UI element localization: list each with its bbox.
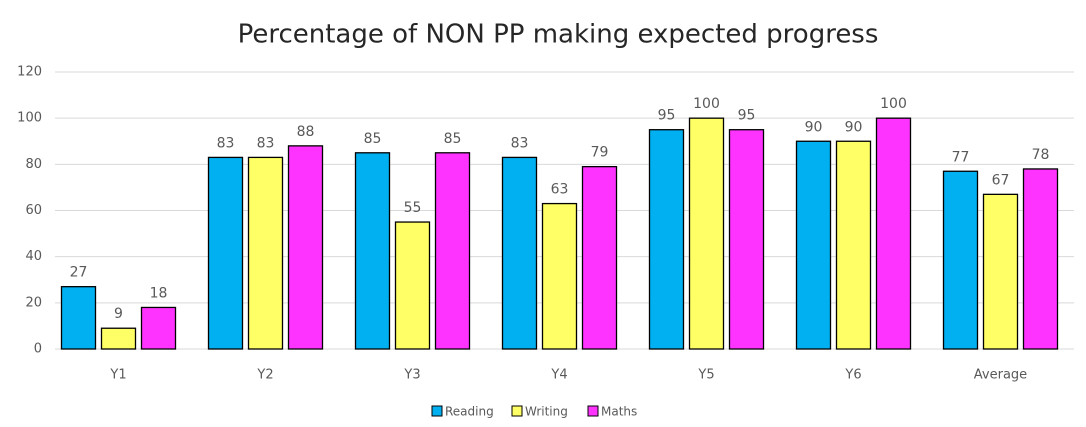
bar: [287, 145, 324, 350]
bar: [982, 193, 1019, 350]
data-label: 83: [217, 135, 235, 151]
data-label: 9: [114, 306, 123, 322]
bar: [875, 117, 912, 350]
x-tick-label: Y6: [844, 368, 861, 383]
data-label: 67: [992, 172, 1010, 188]
bar: [100, 327, 137, 350]
bar: [541, 202, 578, 350]
bar: [648, 129, 685, 350]
legend-swatch: [587, 405, 599, 417]
data-label: 83: [511, 135, 529, 151]
data-label: 18: [150, 285, 168, 301]
data-label: 95: [658, 108, 676, 124]
y-tick-label: 20: [25, 295, 42, 310]
y-tick-label: 0: [34, 342, 42, 357]
legend-swatch: [511, 405, 523, 417]
x-tick-label: Y2: [256, 368, 273, 383]
data-label: 79: [591, 145, 609, 161]
y-tick-label: 40: [25, 249, 42, 264]
data-label: 85: [364, 131, 382, 147]
bar: [795, 140, 832, 350]
bar: [354, 152, 391, 350]
y-tick-label: 80: [25, 157, 42, 172]
bar: [942, 170, 979, 350]
data-label: 83: [257, 135, 275, 151]
bar: [835, 140, 872, 350]
data-label: 100: [880, 96, 907, 112]
y-tick-label: 100: [17, 111, 42, 126]
x-tick-label: Y5: [697, 368, 714, 383]
bar: [140, 306, 177, 350]
x-tick-label: Y3: [403, 368, 420, 383]
x-tick-label: Average: [974, 368, 1027, 383]
data-label: 90: [805, 119, 823, 135]
x-tick-label: Y4: [550, 368, 567, 383]
data-label: 78: [1032, 147, 1050, 163]
data-label: 77: [952, 149, 970, 165]
data-label: 27: [70, 265, 88, 281]
data-label: 63: [551, 182, 569, 198]
bar: [581, 165, 618, 350]
chart-title: Percentage of NON PP making expected pro…: [238, 20, 879, 50]
legend-label: Reading: [445, 405, 494, 419]
bar: [728, 129, 765, 350]
data-label: 100: [693, 96, 720, 112]
bar: [501, 156, 538, 350]
data-label: 88: [297, 124, 315, 140]
legend-label: Maths: [601, 405, 637, 419]
bar: [247, 156, 284, 350]
legend-swatch: [431, 405, 443, 417]
x-tick-label: Y1: [109, 368, 126, 383]
bar: [60, 286, 97, 350]
y-tick-label: 120: [17, 65, 42, 80]
data-label: 90: [845, 119, 863, 135]
bar: [394, 221, 431, 350]
bar: [207, 156, 244, 350]
bar: [688, 117, 725, 350]
data-label: 55: [404, 200, 422, 216]
y-tick-label: 60: [25, 203, 42, 218]
data-label: 85: [444, 131, 462, 147]
bar: [1022, 168, 1059, 350]
data-label: 95: [738, 108, 756, 124]
legend-label: Writing: [525, 405, 568, 419]
bar: [434, 152, 471, 350]
